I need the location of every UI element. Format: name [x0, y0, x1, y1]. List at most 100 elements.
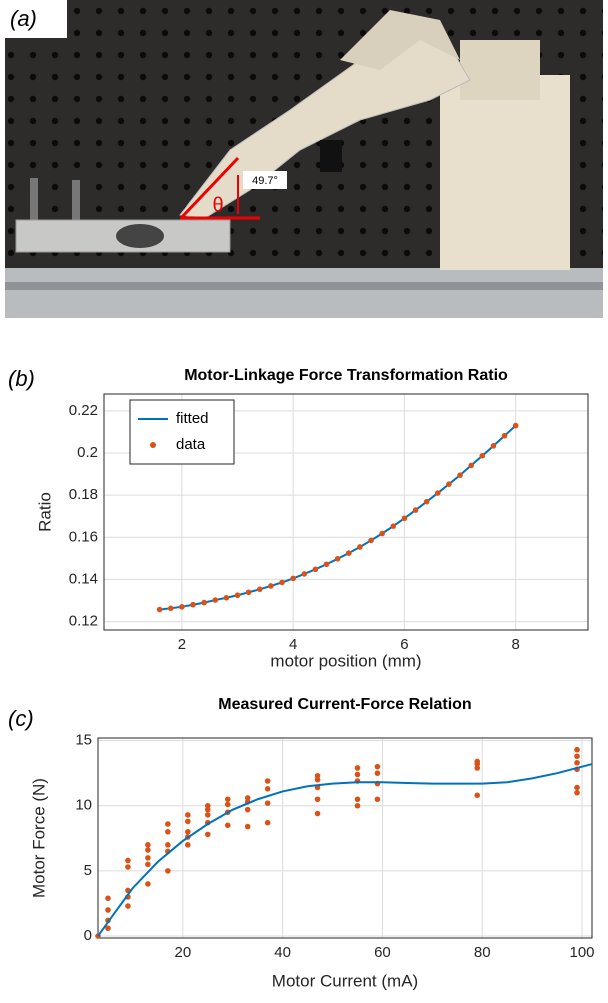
- data-point: [574, 759, 580, 766]
- y-tick-label: 0.18: [69, 486, 98, 503]
- angle-box: [243, 171, 287, 189]
- data-point: [374, 796, 381, 803]
- data-point: [224, 796, 231, 803]
- data-point: [224, 822, 231, 829]
- data-point: [574, 753, 580, 760]
- photo: 49.7° θ (a): [5, 0, 603, 318]
- data-point: [224, 801, 231, 808]
- data-point: [457, 472, 463, 478]
- x-tick-label: 8: [512, 636, 520, 653]
- data-point: [314, 796, 321, 803]
- data-point: [244, 795, 251, 801]
- data-point: [185, 842, 191, 848]
- y-tick-label: 0.22: [69, 402, 98, 419]
- chart-title: Measured Current-Force Relation: [218, 696, 471, 713]
- data-point: [290, 575, 296, 582]
- data-point: [401, 515, 408, 522]
- data-point: [201, 599, 207, 606]
- y-axis-label: Motor Force (N): [29, 778, 48, 898]
- data-point: [357, 544, 363, 550]
- data-point: [125, 857, 131, 864]
- data-point: [479, 452, 486, 459]
- data-point: [323, 561, 330, 568]
- data-point: [145, 855, 151, 861]
- data-point: [368, 537, 374, 544]
- data-point: [574, 789, 580, 796]
- plot-area: [98, 738, 592, 938]
- legend-box: [129, 399, 235, 465]
- data-point: [167, 605, 174, 612]
- data-point: [165, 829, 171, 835]
- angle-arm: [180, 156, 240, 219]
- data-point: [245, 589, 252, 596]
- angle-symbol: θ: [212, 194, 223, 216]
- panel-label-box: [5, 0, 67, 38]
- data-point: [234, 592, 241, 599]
- data-point: [574, 746, 580, 753]
- data-point: [468, 462, 474, 469]
- x-axis-label: Motor Current (mA): [272, 971, 418, 990]
- data-point: [264, 800, 271, 806]
- linkage: [340, 10, 460, 70]
- data-point: [512, 422, 519, 429]
- data-point: [334, 555, 341, 562]
- motor-tower: [440, 75, 570, 270]
- data-point: [185, 829, 191, 835]
- y-tick-label: 0.12: [69, 613, 98, 630]
- data-point: [212, 597, 219, 603]
- data-point: [501, 432, 508, 439]
- data-point: [145, 881, 151, 887]
- data-point: [105, 907, 111, 913]
- data-point: [190, 601, 196, 608]
- data-point: [125, 864, 131, 870]
- data-point: [345, 550, 352, 556]
- legend-label: fitted: [176, 410, 209, 427]
- data-point: [256, 586, 263, 593]
- y-tick-label: 0.14: [69, 570, 98, 587]
- plot-frame: [103, 393, 589, 631]
- data-point: [314, 772, 321, 779]
- data-point: [185, 812, 191, 818]
- data-point: [145, 842, 151, 848]
- fit-line: [97, 763, 593, 937]
- legend-marker: [150, 442, 156, 448]
- sensor: [320, 140, 342, 172]
- y-tick-label: 0: [84, 927, 92, 944]
- data-point: [354, 765, 361, 771]
- y-tick-label: 0.2: [77, 444, 98, 461]
- data-point: [446, 481, 452, 487]
- data-point: [474, 758, 481, 765]
- data-point: [312, 566, 319, 573]
- y-tick-label: 10: [75, 797, 92, 814]
- bolt: [72, 180, 80, 226]
- x-tick-label: 80: [474, 944, 491, 961]
- data-point: [204, 806, 211, 813]
- data-point: [374, 763, 381, 770]
- bolt: [30, 178, 38, 226]
- data-point: [314, 810, 321, 817]
- x-axis-label: motor position (mm): [270, 651, 421, 670]
- data-point: [179, 604, 185, 610]
- data-point: [185, 818, 191, 825]
- data-point: [574, 784, 580, 791]
- data-point: [423, 498, 430, 505]
- y-tick-label: 0.16: [69, 528, 98, 545]
- data-point: [474, 792, 481, 799]
- data-point: [490, 443, 497, 449]
- y-axis-label: Ratio: [35, 492, 54, 532]
- data-point: [165, 821, 171, 827]
- x-tick-label: 2: [178, 636, 186, 653]
- angle-label: 49.7°: [252, 175, 278, 187]
- data-point: [379, 530, 385, 537]
- data-point: [105, 895, 111, 902]
- finger: [179, 19, 471, 219]
- data-point: [204, 802, 211, 809]
- data-point: [264, 819, 271, 826]
- data-point: [314, 776, 321, 783]
- data-point: [354, 796, 361, 803]
- data-point: [354, 771, 361, 778]
- chart-title: Motor-Linkage Force Transformation Ratio: [184, 367, 508, 384]
- data-point: [279, 579, 285, 586]
- rail: [5, 268, 603, 318]
